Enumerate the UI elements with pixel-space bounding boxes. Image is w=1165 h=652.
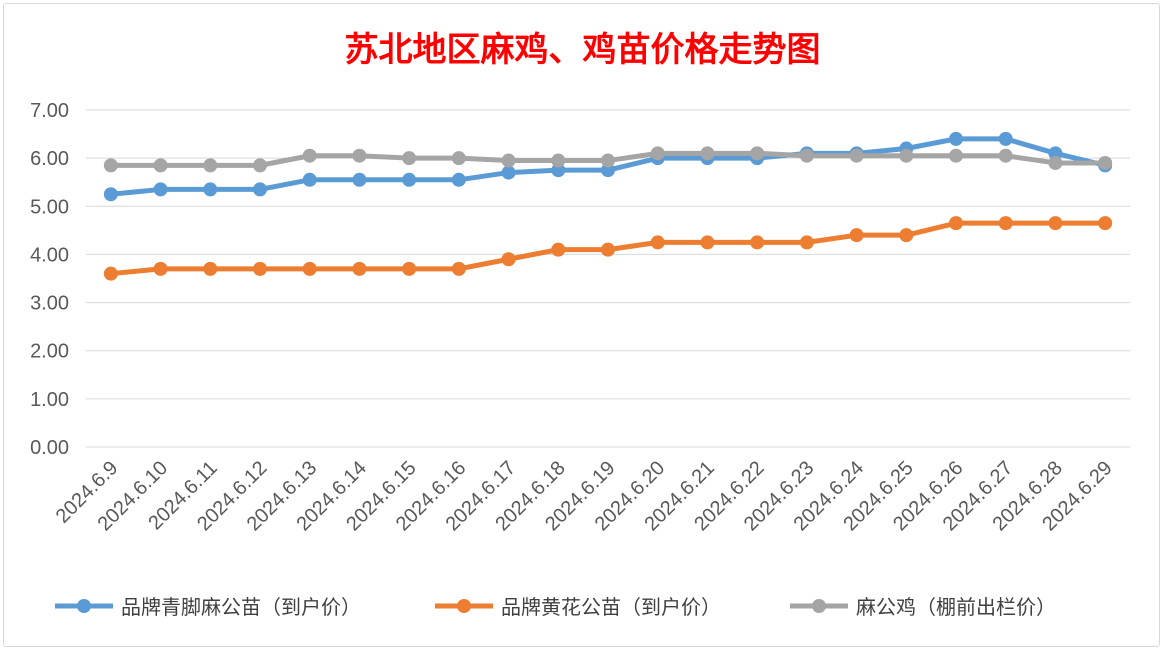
data-point (650, 146, 665, 161)
data-point (451, 172, 466, 187)
data-point (551, 242, 566, 257)
data-point (849, 148, 864, 163)
y-tick-label: 3.00 (30, 293, 69, 315)
data-point (153, 261, 168, 276)
data-point (153, 158, 168, 173)
x-axis-ticks: 2024.6.92024.6.102024.6.112024.6.122024.… (52, 457, 1117, 535)
y-tick-label: 5.00 (30, 196, 69, 218)
data-point (949, 148, 963, 163)
data-point (799, 235, 814, 250)
data-point (402, 261, 417, 276)
legend: 品牌青脚麻公苗（到户价） 品牌黄花公苗（到户价） 麻公鸡（棚前出栏价） (55, 595, 1056, 619)
data-point (998, 148, 1013, 163)
legend-swatch-marker (812, 599, 826, 613)
data-point (501, 153, 516, 168)
series-layer (103, 131, 1113, 281)
data-point (103, 158, 118, 173)
data-point (203, 158, 218, 173)
data-point (601, 242, 615, 257)
data-point (501, 165, 516, 180)
data-point (302, 261, 317, 276)
y-tick-label: 4.00 (30, 244, 69, 266)
data-point (451, 261, 466, 276)
data-point (253, 261, 267, 276)
legend-label: 品牌青脚麻公苗（到户价） (121, 595, 361, 619)
legend-swatch-marker (457, 599, 471, 613)
data-point (750, 235, 765, 250)
data-point (103, 266, 118, 281)
data-point (1098, 216, 1113, 231)
data-point (352, 172, 367, 187)
data-point (203, 182, 218, 197)
data-point (352, 261, 367, 276)
legend-label: 品牌黄花公苗（到户价） (501, 595, 721, 619)
data-point (899, 228, 914, 243)
y-tick-label: 0.00 (30, 437, 69, 459)
chart-title: 苏北地区麻鸡、鸡苗价格走势图 (344, 30, 821, 70)
data-point (302, 172, 317, 187)
data-point (103, 187, 118, 202)
data-point (203, 261, 218, 276)
data-point (601, 163, 615, 178)
data-point (949, 216, 963, 231)
data-point (1048, 146, 1063, 161)
data-point (998, 131, 1013, 146)
data-point (253, 182, 267, 197)
data-point (302, 148, 317, 163)
data-point (501, 252, 516, 267)
data-point (650, 235, 665, 250)
data-point (700, 146, 715, 161)
data-point (601, 153, 615, 168)
data-point (551, 153, 566, 168)
data-point (253, 158, 267, 173)
data-point (949, 131, 963, 146)
data-point (899, 148, 914, 163)
data-point (998, 216, 1013, 231)
data-point (700, 235, 715, 250)
data-point (849, 228, 864, 243)
y-axis-ticks: 0.00 1.00 2.00 3.00 4.00 5.00 6.00 7.00 (30, 100, 69, 459)
y-tick-label: 7.00 (30, 100, 69, 122)
data-point (750, 146, 765, 161)
y-tick-label: 2.00 (30, 341, 69, 363)
data-point (551, 163, 566, 178)
data-point (402, 151, 417, 166)
data-point (1048, 216, 1063, 231)
legend-swatch-marker (77, 599, 91, 613)
data-point (402, 172, 417, 187)
data-point (153, 182, 168, 197)
data-point (1048, 155, 1063, 170)
data-point (799, 148, 814, 163)
data-point (1098, 155, 1113, 170)
y-tick-label: 6.00 (30, 148, 69, 170)
y-tick-label: 1.00 (30, 389, 69, 411)
data-point (352, 148, 367, 163)
legend-label: 麻公鸡（棚前出栏价） (856, 595, 1056, 619)
data-point (451, 151, 466, 166)
